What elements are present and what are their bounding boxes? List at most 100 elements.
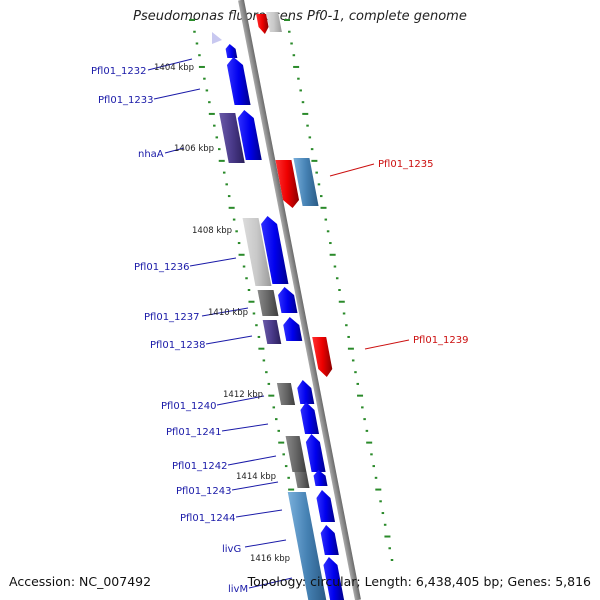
scale-track-left-tick [252,312,256,315]
scale-track-right-tick [379,500,382,503]
scale-track-right-tick [384,535,391,538]
gene-label-connector [235,509,283,518]
accession-label: Accession: NC_007492 [9,574,152,589]
scale-track-right-tick [383,523,387,526]
scale-track-left-tick [222,171,226,174]
gene-label-pfl01-1237: Pfl01_1237 [144,312,200,323]
scale-track-right-tick [299,89,302,92]
gene-pfl01-1239 [312,337,333,377]
scale-track-right-tick [315,171,318,174]
gene-pfl01-1233 [226,57,251,105]
gene-label-livm: livM [228,584,248,595]
scale-track-left-tick [218,148,221,151]
scale-label: 1416 kbp [250,554,290,564]
feature-pfl01-1240 [276,383,296,405]
scale-label: 1408 kbp [192,226,232,236]
scale-track-right-tick [342,312,346,315]
scale-track-left-tick [235,230,238,233]
gene-label-pfl01-1239: Pfl01_1239 [413,335,469,346]
gene-label-pfl01-1232: Pfl01_1232 [91,66,147,77]
scale-track-right-tick [335,277,339,280]
scale-track-left-tick [247,289,251,291]
gene-label-connector [201,307,249,317]
scale-track-right-tick [347,335,350,338]
scale-track-left-tick [215,136,219,139]
scale-track-left-tick [227,195,231,198]
scale-track-right-tick [324,218,328,221]
gene-pfl01-1238 [283,317,303,341]
gene-label-connector [153,88,201,100]
gene-livM [323,557,345,600]
gene-label-pfl01-1240: Pfl01_1240 [161,401,217,412]
gene-label-pfl01-1244: Pfl01_1244 [180,513,236,524]
scale-track-right-tick [301,101,305,104]
gene-label-connector [231,481,279,491]
scale-track-left-tick [213,124,216,127]
gene-pfl01-1244 [316,490,336,522]
scale-track-right-tick [357,394,364,397]
scale-track-right-tick [390,559,394,561]
scale-track-left-tick [245,277,248,280]
scale-track-right-tick [370,453,373,456]
gene-pfl01-1237 [278,287,298,313]
gene-label-pfl01-1241: Pfl01_1241 [166,427,222,438]
scale-track-right-tick [375,488,382,491]
feature-small-top [266,12,282,32]
gene-label-nhaa: nhaA [138,149,164,160]
scale-track-right-tick [345,324,348,327]
scale-track-left-tick [242,265,246,268]
scale-track-left-tick [262,359,266,362]
scale-track-right-tick [351,359,355,362]
scale-track-right-tick [290,42,293,45]
feature-pfl01-1236 [242,218,272,286]
feature-livG [287,492,327,600]
gene-label-pfl01-1236: Pfl01_1236 [134,262,190,273]
gene-faded-top [212,32,222,44]
gene-small-top [256,14,269,34]
gene-pfl01-1236 [261,216,289,284]
scale-track-right-tick [363,418,366,421]
feature-nhaA [219,113,245,163]
scale-track-left-tick [282,453,285,456]
scale-track-right-tick [319,195,323,198]
scale-track-left-tick [272,406,276,409]
scale-track-left-tick [189,19,195,21]
scale-track-left-tick [258,347,265,350]
scale-label: 1410 kbp [208,308,248,318]
scale-track-right-tick [302,112,309,115]
scale-track-right-tick [311,159,318,162]
gene-label-pfl01-1242: Pfl01_1242 [172,461,228,472]
scale-label: 1412 kbp [223,390,263,400]
gene-pfl01-1240 [297,380,315,404]
scale-track-left-tick [255,324,258,327]
scale-track-right-tick [372,465,375,468]
gene-label-connector [189,257,237,267]
scale-track-right-tick [308,136,312,139]
scale-track-left-tick [205,89,209,92]
gene-pfl01-1235 [275,160,300,208]
scale-track-left-tick [275,418,278,421]
genome-backbone [238,0,361,600]
scale-track-left-tick [195,42,199,45]
scale-track-left-tick [208,112,215,115]
gene-nhaA [237,110,262,160]
scale-track-right-tick [329,253,336,256]
scale-track-right-tick [329,242,332,245]
scale-track-right-tick [338,300,345,303]
scale-track-left-tick [288,488,295,491]
scale-track-left-tick [198,65,205,68]
scale-label: 1414 kbp [236,472,276,482]
scale-track-left-tick [287,476,290,479]
scale-track-right-tick [356,382,360,385]
scale-track-left-tick [228,206,235,209]
feature-pfl01-1237 [257,290,279,316]
gene-livG [320,525,339,555]
gene-label-connector [248,577,293,589]
gene-label-connector [164,147,185,154]
gene-label-connector [227,455,277,466]
scale-track-left-tick [225,183,228,186]
gene-label-pfl01-1243: Pfl01_1243 [176,486,232,497]
scale-track-right-tick [293,65,300,68]
scale-track-right-tick [338,289,341,291]
